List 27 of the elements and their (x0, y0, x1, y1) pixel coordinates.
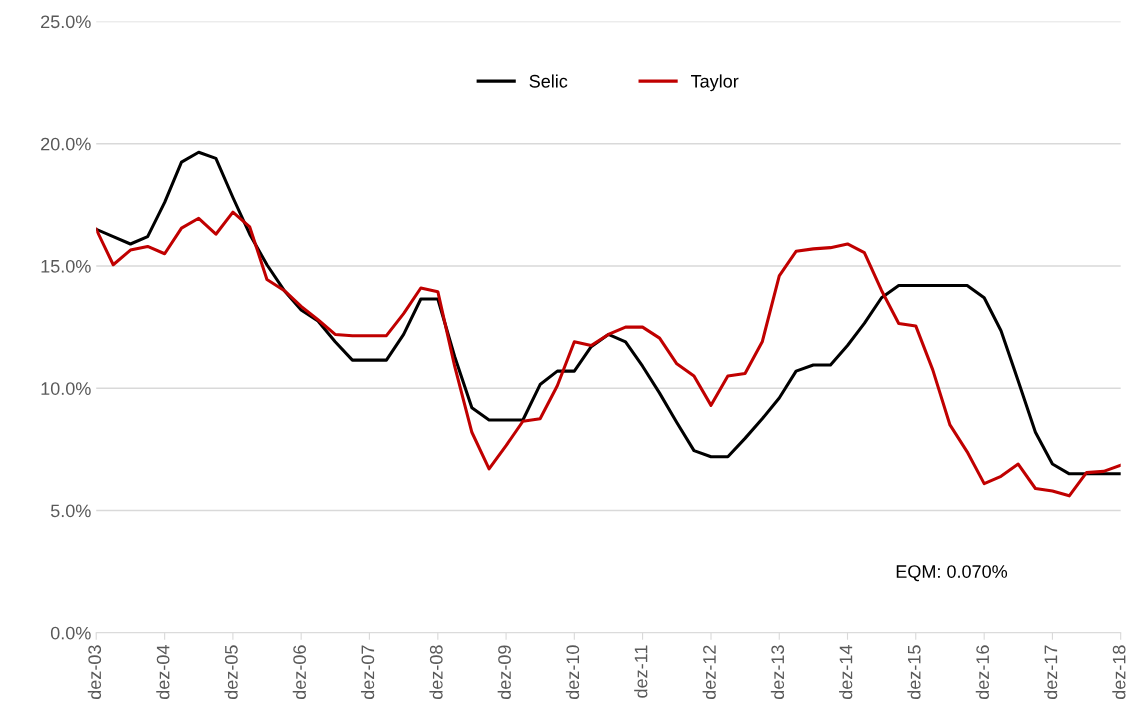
y-tick-label: 20.0% (41, 137, 91, 151)
x-tick-label: dez-08 (429, 645, 443, 700)
x-tick-label: dez-16 (975, 645, 990, 700)
x-tick-label: dez-14 (839, 645, 853, 700)
y-tick-label: 10.0% (41, 382, 91, 395)
legend-label: Selic (529, 74, 568, 88)
x-tick-label: dez-15 (907, 645, 921, 700)
x-tick-label: dez-10 (565, 645, 580, 700)
line-series (96, 210, 1121, 498)
x-tick-label: dez-11 (634, 645, 648, 698)
annotation: EQM: 0.070% (896, 565, 1008, 582)
legend-label: Taylor (691, 74, 739, 92)
y-tick-label: 0.0% (50, 626, 91, 640)
x-tick-label: dez-07 (360, 645, 375, 700)
x-tick-label: dez-09 (497, 645, 511, 700)
x-tick-label: dez-04 (156, 645, 170, 700)
x-tick-label: dez-18 (1112, 645, 1126, 700)
x-tick-label: dez-03 (87, 645, 102, 700)
x-tick-label: dez-12 (702, 645, 716, 700)
y-tick-label: 25.0% (41, 15, 91, 29)
x-tick-label: dez-05 (224, 645, 238, 700)
x-tick-label: dez-06 (292, 645, 306, 700)
y-tick-label: 15.0% (41, 259, 91, 273)
y-tick-label: 5.0% (50, 504, 91, 518)
x-tick-label: dez-17 (1044, 645, 1058, 700)
line-series (96, 150, 1121, 476)
x-tick-label: dez-13 (770, 645, 785, 700)
